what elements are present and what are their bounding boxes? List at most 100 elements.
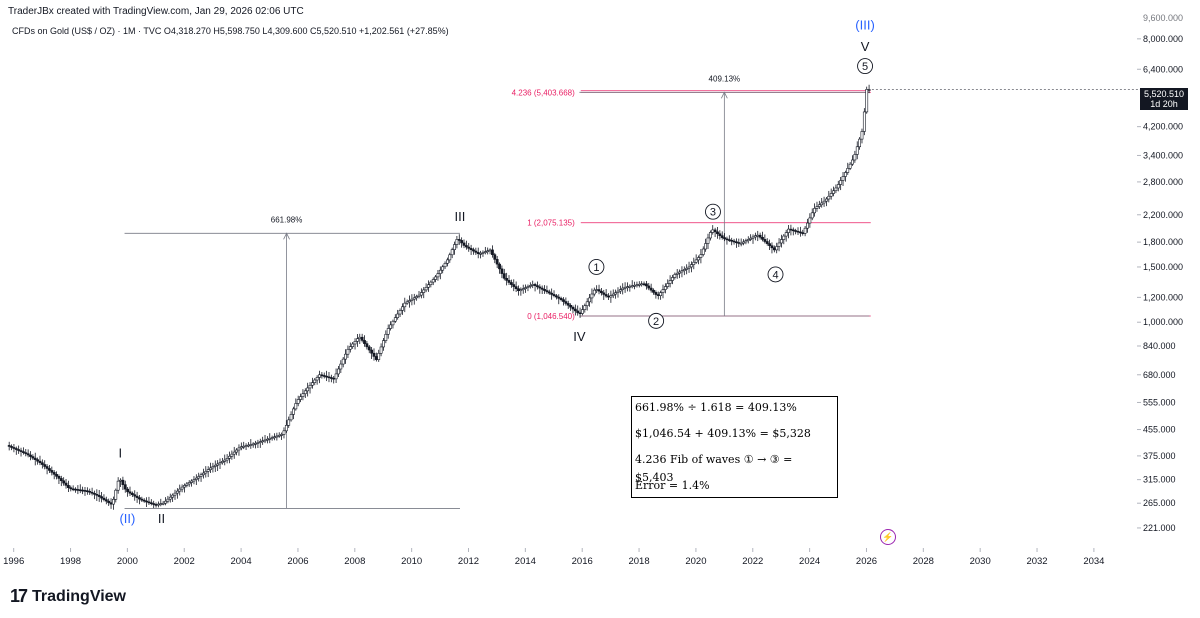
candle-body bbox=[190, 480, 193, 483]
candle-body bbox=[862, 111, 866, 132]
candle-body bbox=[495, 259, 499, 265]
lightning-icon[interactable]: ⚡ bbox=[880, 529, 896, 545]
candle-body bbox=[301, 393, 305, 397]
y-tick-label: 1,200.000 bbox=[1143, 292, 1183, 302]
candle-body bbox=[209, 467, 212, 470]
candle-body bbox=[251, 443, 255, 446]
candle-body bbox=[623, 286, 627, 289]
candle-body bbox=[476, 252, 480, 255]
y-tick-label: 8,000.000 bbox=[1143, 34, 1183, 44]
candle-body bbox=[178, 488, 182, 492]
candle-body bbox=[377, 352, 381, 360]
y-tick-label: 1,800.000 bbox=[1143, 237, 1183, 247]
candle-body bbox=[455, 239, 459, 245]
candle-body bbox=[26, 453, 30, 456]
note-line: 4.236 Fib of waves ① → ③ = $5,403 bbox=[635, 453, 793, 484]
candle-body bbox=[706, 237, 710, 244]
candle-body bbox=[427, 284, 430, 288]
candle-body bbox=[777, 242, 781, 247]
candle-body bbox=[322, 375, 326, 377]
wave-circle bbox=[588, 259, 605, 275]
candle-body bbox=[202, 472, 205, 476]
candle-body bbox=[858, 138, 862, 148]
candle-body bbox=[751, 236, 755, 239]
candle-body bbox=[121, 479, 125, 485]
candle-body bbox=[287, 419, 291, 426]
wave-label: I bbox=[118, 445, 122, 460]
candle-body bbox=[694, 259, 698, 263]
y-tick-label: 555.000 bbox=[1143, 397, 1176, 407]
candle-body bbox=[123, 484, 127, 490]
y-tick-label: 840.000 bbox=[1143, 341, 1176, 351]
candle-body bbox=[855, 146, 859, 155]
candle-body bbox=[71, 488, 75, 491]
candle-body bbox=[498, 263, 501, 270]
candle-body bbox=[483, 251, 487, 253]
candle-body bbox=[732, 240, 736, 243]
candle-body bbox=[140, 498, 144, 501]
candle-body bbox=[424, 287, 428, 291]
wave-label: V bbox=[861, 39, 870, 54]
candle-body bbox=[21, 451, 25, 453]
candle-body bbox=[462, 242, 466, 246]
candle-body bbox=[562, 299, 565, 302]
fib-label: 4.236 (5,403.668) bbox=[512, 88, 575, 97]
x-tick-label: 2018 bbox=[628, 556, 649, 567]
candle-body bbox=[446, 259, 449, 264]
symbol-info[interactable]: CFDs on Gold (US$ / OZ) · 1M · TVC O4,31… bbox=[12, 26, 449, 36]
candle-body bbox=[865, 89, 869, 113]
y-tick-label: 3,400.000 bbox=[1143, 150, 1183, 160]
candle-body bbox=[230, 453, 234, 457]
candle-body bbox=[152, 503, 156, 505]
wave-label: (III) bbox=[855, 17, 875, 32]
candle-body bbox=[38, 460, 42, 464]
x-tick-label: 2024 bbox=[799, 556, 820, 567]
candle-body bbox=[320, 374, 324, 377]
candle-body bbox=[853, 154, 857, 161]
candle-body bbox=[602, 292, 606, 295]
candle-body bbox=[846, 168, 850, 173]
candle-body bbox=[81, 489, 85, 492]
candle-body bbox=[24, 452, 28, 454]
candle-body bbox=[704, 243, 708, 250]
x-tick-label: 2012 bbox=[458, 556, 479, 567]
candle-body bbox=[194, 477, 198, 480]
candle-body bbox=[277, 434, 281, 437]
candle-body bbox=[749, 237, 753, 240]
candle-body bbox=[450, 249, 454, 256]
candle-body bbox=[713, 229, 717, 233]
candle-body bbox=[782, 235, 786, 240]
x-tick-label: 2004 bbox=[231, 556, 252, 567]
candle-body bbox=[765, 241, 769, 244]
candle-body bbox=[62, 480, 66, 484]
y-tick-label: 6,400.000 bbox=[1143, 64, 1183, 74]
candle-body bbox=[12, 447, 16, 449]
candle-body bbox=[138, 497, 141, 500]
bar-countdown: 1d 20h bbox=[1150, 99, 1178, 109]
candle-body bbox=[339, 363, 343, 370]
candle-body bbox=[419, 292, 423, 296]
wave-circle bbox=[648, 312, 665, 329]
candle-body bbox=[171, 494, 175, 498]
candle-body bbox=[519, 289, 523, 292]
candle-body bbox=[329, 377, 333, 379]
candle-body bbox=[374, 356, 378, 360]
candle-body bbox=[438, 269, 442, 274]
candle-body bbox=[59, 478, 63, 482]
candle-body bbox=[813, 208, 816, 214]
last-price: 5,520.510 bbox=[1143, 89, 1185, 99]
candle-body bbox=[829, 193, 833, 197]
candle-body bbox=[408, 300, 411, 303]
candle-body bbox=[40, 462, 44, 465]
candle-body bbox=[486, 250, 490, 253]
candle-body bbox=[237, 447, 241, 451]
candle-body bbox=[649, 287, 653, 291]
tradingview-logo[interactable]: 17 TradingView bbox=[10, 586, 126, 607]
candle-body bbox=[472, 249, 475, 252]
candle-body bbox=[566, 303, 570, 306]
candle-body bbox=[588, 297, 591, 303]
calculation-note[interactable]: 661.98% ÷ 1.618 = 409.13% $1,046.54 + 40… bbox=[631, 396, 838, 498]
candle-body bbox=[17, 449, 21, 451]
x-tick-label: 1998 bbox=[60, 556, 81, 567]
